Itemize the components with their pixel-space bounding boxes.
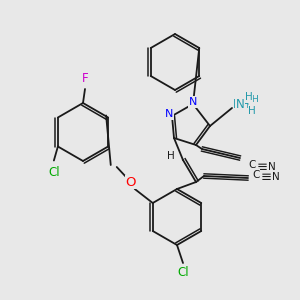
Text: H: H <box>167 151 175 161</box>
Text: O: O <box>125 176 136 188</box>
Text: Cl: Cl <box>177 266 189 280</box>
Text: N: N <box>236 98 244 112</box>
Text: Cl: Cl <box>48 166 60 179</box>
Text: ≡: ≡ <box>260 170 272 184</box>
Text: C: C <box>252 170 260 180</box>
Text: F: F <box>82 73 88 85</box>
Text: ≡: ≡ <box>256 160 268 173</box>
Text: H: H <box>248 106 256 116</box>
Text: N: N <box>189 97 197 107</box>
Text: H: H <box>245 92 253 102</box>
Text: H: H <box>252 95 258 104</box>
Text: N: N <box>268 162 276 172</box>
Text: N: N <box>272 172 280 182</box>
Text: N: N <box>165 109 173 119</box>
Text: NH: NH <box>233 98 251 112</box>
Text: C: C <box>248 160 256 170</box>
